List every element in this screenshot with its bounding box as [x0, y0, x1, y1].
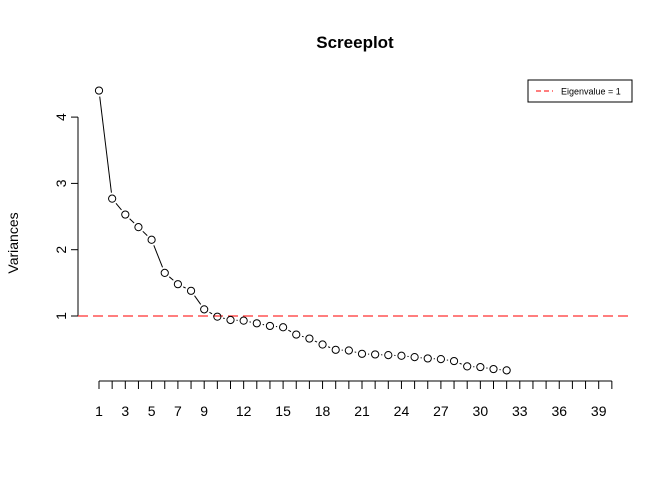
x-tick-label: 39 — [591, 403, 607, 419]
legend-label: Eigenvalue = 1 — [561, 87, 621, 97]
x-tick-label: 33 — [512, 403, 528, 419]
legend: Eigenvalue = 1 — [528, 80, 632, 102]
data-point — [253, 320, 260, 327]
x-tick-label: 24 — [394, 403, 410, 419]
series-segment — [328, 347, 330, 348]
data-point — [319, 341, 326, 348]
series-segment — [460, 363, 462, 364]
data-point — [477, 363, 484, 370]
series-segment — [100, 97, 112, 193]
chart-title: Screeplot — [316, 33, 394, 52]
series-segment — [154, 245, 163, 267]
x-axis: 1 3 5 7 9 12 15 18 21 24 27 30 33 36 39 — [95, 381, 612, 419]
data-point — [385, 352, 392, 359]
data-point — [503, 367, 510, 374]
data-point — [174, 281, 181, 288]
series-segment — [169, 277, 173, 280]
y-tick-label: 3 — [53, 179, 69, 187]
x-tick-label: 21 — [354, 403, 370, 419]
data-point — [358, 350, 365, 357]
data-point — [437, 355, 444, 362]
series-segment — [143, 231, 147, 235]
series-segment — [130, 219, 134, 223]
data-point — [135, 224, 142, 231]
data-point — [95, 87, 102, 94]
series-segment — [302, 336, 304, 337]
data-point — [187, 287, 194, 294]
data-point — [293, 331, 300, 338]
data-point — [490, 365, 497, 372]
y-axis-label: Variances — [5, 212, 21, 273]
data-point — [266, 322, 273, 329]
data-point — [122, 211, 129, 218]
data-point — [450, 357, 457, 364]
data-point — [332, 346, 339, 353]
series-group — [95, 87, 510, 374]
data-point — [227, 316, 234, 323]
x-tick-label: 12 — [236, 403, 252, 419]
series-segment — [315, 341, 317, 342]
data-point — [214, 313, 221, 320]
x-tick-label: 3 — [121, 403, 129, 419]
y-tick-label: 4 — [53, 113, 69, 121]
series-segment — [183, 287, 185, 288]
x-tick-label: 27 — [433, 403, 449, 419]
data-point — [240, 317, 247, 324]
data-point — [148, 236, 155, 243]
data-point — [372, 351, 379, 358]
data-point — [411, 354, 418, 361]
series-segment — [116, 203, 122, 210]
x-tick-label: 36 — [551, 403, 567, 419]
data-point — [424, 355, 431, 362]
x-tick-label: 15 — [275, 403, 291, 419]
data-point — [109, 195, 116, 202]
x-tick-label: 5 — [148, 403, 156, 419]
data-point — [280, 324, 287, 331]
data-point — [464, 363, 471, 370]
x-tick-label: 18 — [315, 403, 331, 419]
series-segment — [195, 296, 201, 305]
data-point — [345, 347, 352, 354]
x-tick-label: 9 — [200, 403, 208, 419]
series-segment — [209, 312, 212, 313]
y-tick-label: 1 — [53, 312, 69, 320]
data-point — [398, 352, 405, 359]
data-point — [201, 306, 208, 313]
series-segment — [288, 330, 291, 331]
x-tick-label: 1 — [95, 403, 103, 419]
x-tick-label: 30 — [473, 403, 489, 419]
data-point — [161, 269, 168, 276]
y-tick-label: 2 — [53, 246, 69, 254]
x-tick-label: 7 — [174, 403, 182, 419]
data-point — [306, 335, 313, 342]
y-axis: 1 2 3 4 — [53, 113, 78, 320]
